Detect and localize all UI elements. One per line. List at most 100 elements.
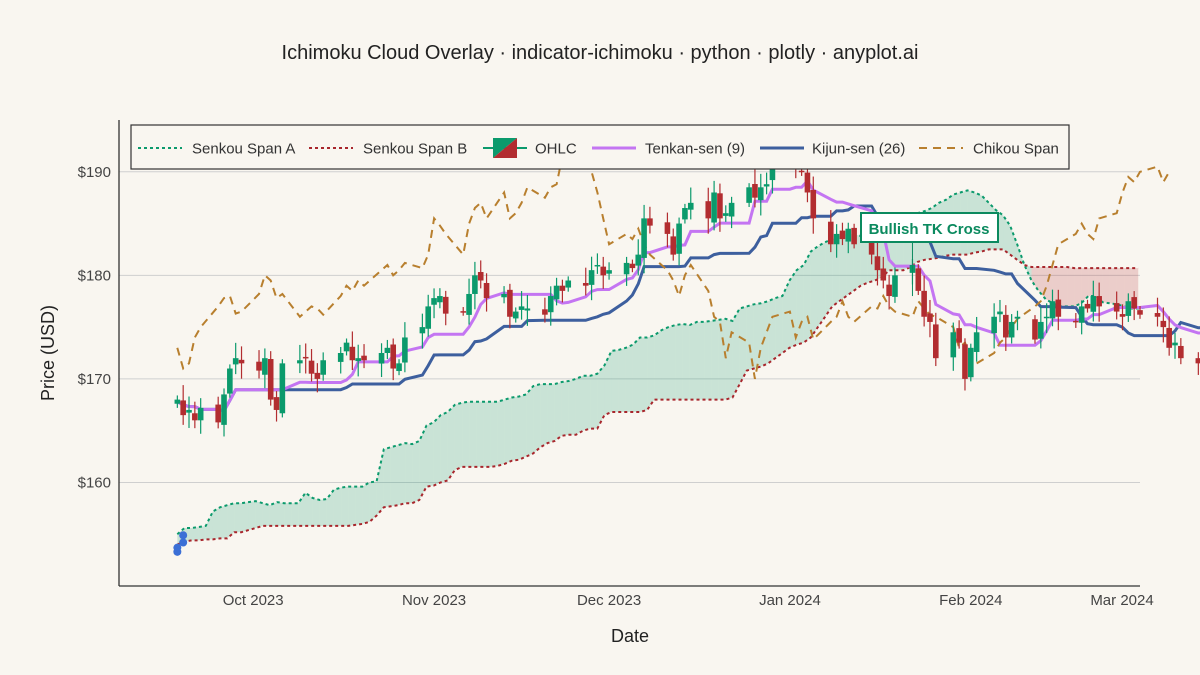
- cloud-segment-bullish: [518, 394, 527, 460]
- candle-body: [623, 262, 630, 275]
- candle-body: [547, 296, 554, 313]
- candle: [833, 224, 840, 258]
- candle-body: [746, 187, 752, 203]
- candle: [1154, 297, 1161, 327]
- cloud-segment-bullish: [447, 404, 455, 481]
- cloud-segment-bullish: [1024, 264, 1032, 281]
- candle: [874, 242, 881, 286]
- cloud-segment-bearish: [1102, 268, 1110, 304]
- candle: [641, 204, 647, 274]
- signal-marker: [179, 531, 188, 540]
- cloud-segment-bearish: [1059, 267, 1068, 307]
- candle: [361, 344, 367, 369]
- candle-body: [390, 344, 397, 369]
- candle: [1131, 291, 1137, 321]
- legend-item-senkou-b[interactable]: Senkou Span B: [309, 141, 467, 158]
- chart-title: Ichimoku Cloud Overlay · indicator-ichim…: [282, 42, 919, 64]
- candle-body: [676, 223, 682, 254]
- cloud-segment-bullish: [298, 492, 306, 526]
- candle-body: [810, 190, 817, 219]
- signal-marker: [173, 547, 182, 556]
- candle-body: [798, 170, 805, 173]
- y-tick-label: $180: [78, 267, 111, 284]
- candle-body: [600, 266, 607, 276]
- cloud-segment-bullish: [234, 503, 242, 533]
- signal-markers: [173, 531, 188, 556]
- candle: [349, 331, 356, 370]
- candle-body: [973, 332, 980, 352]
- candle: [810, 176, 817, 234]
- cloud-segment-bullish: [184, 528, 192, 542]
- x-axis-label: Date: [611, 626, 649, 646]
- x-tick-label: Dec 2023: [577, 592, 641, 609]
- legend: Senkou Span A Senkou Span B OHLC Tenkan-…: [130, 124, 1070, 170]
- cloud-segment-bullish: [640, 337, 648, 413]
- candle: [192, 401, 198, 429]
- candle-body: [582, 282, 589, 286]
- candle-body: [460, 311, 467, 313]
- candle-body: [1160, 320, 1167, 328]
- cloud-segment-bullish: [647, 335, 655, 410]
- cloud-segment-bullish: [241, 502, 249, 533]
- candle-body: [839, 230, 846, 240]
- candle-body: [302, 356, 309, 359]
- candle-body: [1003, 314, 1009, 338]
- candle: [197, 398, 204, 434]
- candle: [664, 212, 671, 248]
- candle: [297, 344, 303, 374]
- cloud-segment-bullish: [732, 308, 740, 398]
- cloud-segment-bullish: [825, 239, 833, 317]
- candle-body: [804, 172, 811, 193]
- cloud-segment-bullish: [212, 507, 221, 540]
- cloud-segment-bearish: [1081, 268, 1089, 304]
- cloud-segment-bullish: [383, 447, 391, 508]
- candle-body: [1090, 296, 1097, 312]
- cloud-segment-bullish: [376, 449, 384, 516]
- cloud-segment-bullish: [682, 324, 690, 400]
- legend-item-ohlc[interactable]: OHLC: [483, 138, 577, 158]
- candle: [518, 291, 525, 320]
- x-tick-label: Mar 2024: [1090, 592, 1153, 609]
- legend-item-senkou-a[interactable]: Senkou Span A: [138, 141, 295, 158]
- candle: [892, 267, 898, 303]
- cloud-segment-bullish: [796, 264, 804, 345]
- candle-body: [483, 282, 490, 299]
- candle-body: [886, 284, 892, 297]
- candle-body: [647, 218, 653, 226]
- candle-body: [1166, 327, 1172, 348]
- candle-body: [518, 306, 525, 310]
- cloud-segment-bullish: [341, 486, 349, 526]
- candle-body: [921, 290, 927, 317]
- candle-body: [361, 355, 367, 361]
- cloud-segment-bullish: [462, 401, 470, 467]
- candle: [582, 267, 589, 296]
- legend-item-tenkan[interactable]: Tenkan-sen (9): [592, 141, 745, 158]
- candle-body: [1172, 342, 1178, 346]
- cloud-segment-bullish: [476, 401, 484, 467]
- cloud-segment-bullish: [611, 349, 619, 413]
- cloud-segment-bearish: [1116, 268, 1125, 307]
- candle: [542, 297, 548, 323]
- candle-body: [997, 311, 1003, 315]
- cloud-segment-bullish: [227, 503, 235, 539]
- candle-body: [845, 228, 852, 242]
- candle: [705, 187, 712, 234]
- candle-body: [1178, 345, 1184, 359]
- candle-body: [1131, 297, 1137, 309]
- candle-body: [874, 256, 881, 271]
- cloud-segment-bullish: [696, 321, 705, 400]
- candle: [524, 295, 531, 326]
- legend-item-kijun[interactable]: Kijun-sen (26): [760, 141, 905, 158]
- legend-item-chikou[interactable]: Chikou Span: [919, 141, 1059, 158]
- candle: [1084, 299, 1091, 313]
- cloud-segment-bullish: [490, 401, 498, 467]
- candle-body: [933, 324, 939, 359]
- candle-body: [507, 289, 513, 317]
- candle-body: [594, 264, 601, 267]
- ichimoku-cloud: [176, 189, 1146, 546]
- candle: [308, 349, 315, 382]
- annotation-box: [860, 212, 999, 243]
- candle: [238, 346, 245, 379]
- cloud-segment-bullish: [704, 320, 712, 400]
